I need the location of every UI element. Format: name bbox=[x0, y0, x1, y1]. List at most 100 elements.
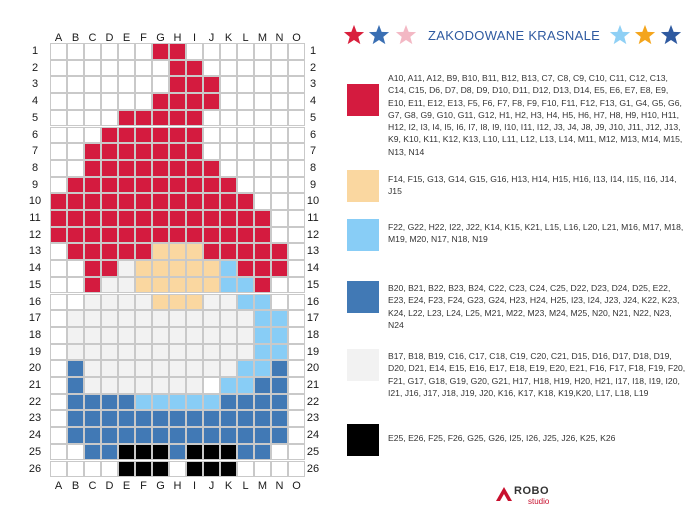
grid-cell bbox=[135, 93, 152, 110]
grid-cell bbox=[169, 176, 186, 194]
grid-cell bbox=[169, 443, 186, 461]
row-label-left: 12 bbox=[28, 228, 42, 241]
row-label-left: 15 bbox=[28, 278, 42, 291]
legend-swatch bbox=[347, 349, 379, 381]
grid-cell bbox=[186, 326, 203, 344]
grid-cell bbox=[118, 243, 135, 261]
grid-cell bbox=[84, 226, 101, 244]
grid-cell bbox=[203, 243, 220, 261]
grid-cell bbox=[271, 109, 288, 127]
grid-cell bbox=[288, 176, 305, 194]
grid-cell bbox=[288, 143, 305, 160]
grid-cell bbox=[203, 143, 220, 160]
grid-cell bbox=[101, 460, 118, 478]
grid-cell bbox=[254, 43, 271, 60]
grid-cell bbox=[101, 410, 118, 428]
grid-cell bbox=[152, 76, 169, 94]
row-label-right: 15 bbox=[306, 278, 320, 291]
grid-cell bbox=[84, 427, 101, 444]
grid-cell bbox=[101, 93, 118, 110]
grid-cell bbox=[220, 210, 237, 227]
grid-cell bbox=[237, 393, 254, 411]
grid-cell bbox=[254, 427, 271, 444]
grid-cell bbox=[186, 310, 203, 327]
grid-cell bbox=[118, 76, 135, 94]
grid-cell bbox=[203, 310, 220, 327]
grid-cell bbox=[271, 76, 288, 94]
light-blue-star-icon bbox=[609, 24, 631, 45]
grid-cell bbox=[271, 159, 288, 177]
grid-cell bbox=[67, 443, 84, 461]
grid-cell bbox=[152, 293, 169, 311]
legend-cell-list: F22, G22, H22, I22, J22, K14, K15, K21, … bbox=[388, 222, 684, 245]
grid-cell bbox=[220, 109, 237, 127]
pink-star-icon bbox=[395, 24, 417, 45]
grid-cell bbox=[67, 243, 84, 261]
grid-cell bbox=[186, 76, 203, 94]
column-label-bottom: F bbox=[140, 480, 147, 492]
grid-cell bbox=[67, 427, 84, 444]
grid-cell bbox=[101, 143, 118, 160]
grid-cell bbox=[101, 377, 118, 394]
row-label-left: 9 bbox=[31, 178, 39, 191]
grid-cell bbox=[135, 460, 152, 478]
grid-cell bbox=[152, 143, 169, 160]
grid-cell bbox=[67, 76, 84, 94]
grid-cell bbox=[152, 393, 169, 411]
grid-cell bbox=[135, 176, 152, 194]
grid-cell bbox=[220, 377, 237, 394]
grid-cell bbox=[271, 143, 288, 160]
grid-cell bbox=[101, 43, 118, 60]
grid-cell bbox=[152, 159, 169, 177]
grid-cell bbox=[271, 410, 288, 428]
grid-cell bbox=[169, 377, 186, 394]
column-label-bottom: J bbox=[208, 480, 215, 492]
grid-cell bbox=[271, 93, 288, 110]
grid-cell bbox=[288, 293, 305, 311]
grid-cell bbox=[220, 443, 237, 461]
grid-cell bbox=[135, 43, 152, 60]
column-label-top: H bbox=[173, 32, 182, 44]
grid-cell bbox=[220, 410, 237, 428]
grid-cell bbox=[220, 393, 237, 411]
row-label-left: 19 bbox=[28, 345, 42, 358]
grid-cell bbox=[288, 360, 305, 377]
grid-cell bbox=[220, 226, 237, 244]
grid-cell bbox=[50, 310, 67, 327]
grid-cell bbox=[135, 59, 152, 77]
grid-cell bbox=[101, 76, 118, 94]
grid-cell bbox=[135, 109, 152, 127]
grid-cell bbox=[84, 310, 101, 327]
grid-cell bbox=[135, 193, 152, 210]
grid-cell bbox=[101, 59, 118, 77]
grid-cell bbox=[254, 193, 271, 210]
legend-swatch bbox=[347, 219, 379, 251]
grid-cell bbox=[67, 59, 84, 77]
grid-cell bbox=[203, 460, 220, 478]
grid-cell bbox=[135, 226, 152, 244]
column-label-bottom: E bbox=[122, 480, 131, 492]
grid-cell bbox=[271, 260, 288, 277]
grid-cell bbox=[186, 159, 203, 177]
grid-cell bbox=[220, 176, 237, 194]
grid-cell bbox=[135, 159, 152, 177]
grid-cell bbox=[152, 360, 169, 377]
row-label-left: 4 bbox=[31, 95, 39, 108]
grid-cell bbox=[288, 276, 305, 294]
grid-cell bbox=[203, 377, 220, 394]
grid-cell bbox=[169, 393, 186, 411]
grid-cell bbox=[118, 293, 135, 311]
grid-cell bbox=[169, 76, 186, 94]
row-label-right: 20 bbox=[306, 362, 320, 375]
grid-cell bbox=[169, 159, 186, 177]
grid-cell bbox=[220, 276, 237, 294]
grid-cell bbox=[220, 427, 237, 444]
grid-cell bbox=[152, 243, 169, 261]
grid-cell bbox=[220, 293, 237, 311]
grid-cell bbox=[118, 59, 135, 77]
grid-cell bbox=[288, 326, 305, 344]
grid-cell bbox=[118, 43, 135, 60]
grid-cell bbox=[237, 410, 254, 428]
grid-cell bbox=[254, 126, 271, 144]
grid-cell bbox=[186, 293, 203, 311]
